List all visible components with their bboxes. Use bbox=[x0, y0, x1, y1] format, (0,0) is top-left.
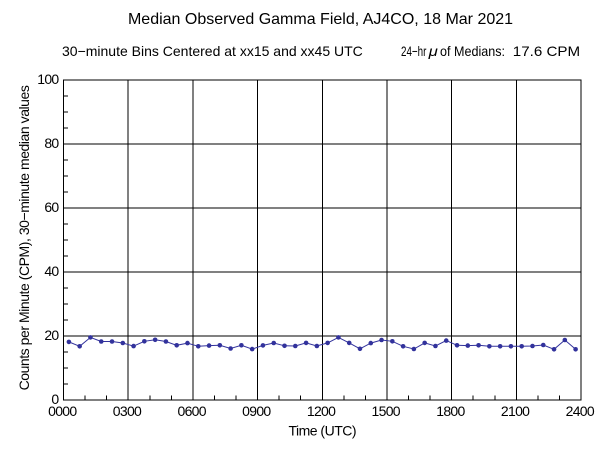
svg-text:20: 20 bbox=[44, 327, 59, 343]
svg-text:Counts per Minute (CPM), 30−mi: Counts per Minute (CPM), 30−minute media… bbox=[16, 85, 32, 390]
svg-text:0600: 0600 bbox=[178, 403, 207, 419]
svg-text:100: 100 bbox=[37, 71, 59, 87]
svg-text:Median Observed Gamma Field, A: Median Observed Gamma Field, AJ4CO, 18 M… bbox=[128, 11, 513, 28]
svg-text:2400: 2400 bbox=[566, 403, 595, 419]
svg-text:0000: 0000 bbox=[48, 403, 77, 419]
svg-text:24−hr: 24−hr bbox=[401, 43, 427, 59]
svg-text:0: 0 bbox=[51, 391, 59, 407]
svg-text:80: 80 bbox=[44, 135, 59, 151]
svg-text:2100: 2100 bbox=[501, 403, 530, 419]
svg-text:of Medians:: of Medians: bbox=[440, 43, 505, 59]
svg-text:0300: 0300 bbox=[113, 403, 142, 419]
svg-text:60: 60 bbox=[44, 199, 59, 215]
svg-text:μ: μ bbox=[427, 43, 438, 59]
svg-text:Time (UTC): Time (UTC) bbox=[288, 423, 356, 439]
svg-text:30−minute Bins Centered at xx1: 30−minute Bins Centered at xx15 and xx45… bbox=[62, 43, 363, 59]
svg-text:40: 40 bbox=[44, 263, 59, 279]
svg-text:17.6 CPM: 17.6 CPM bbox=[513, 43, 580, 59]
svg-text:1800: 1800 bbox=[436, 403, 465, 419]
svg-text:1500: 1500 bbox=[372, 403, 401, 419]
svg-text:1200: 1200 bbox=[307, 403, 336, 419]
svg-text:0900: 0900 bbox=[242, 403, 271, 419]
